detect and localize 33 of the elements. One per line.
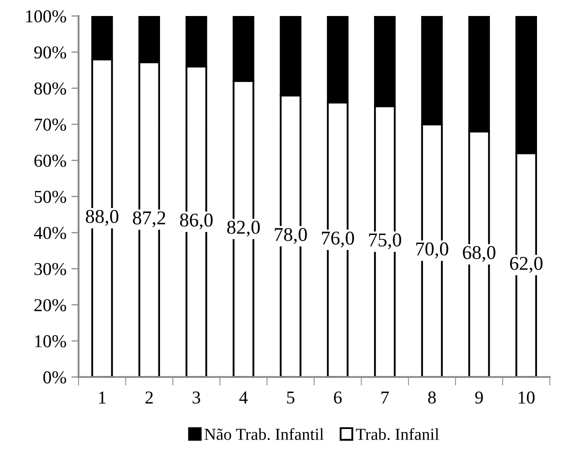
data-label: 86,0 [180, 214, 213, 230]
data-label: 76,0 [322, 232, 354, 248]
data-label: 87,2 [132, 211, 166, 228]
x-tick-label: 1 [99, 392, 106, 404]
x-tick-label: 8 [428, 391, 436, 404]
y-tick-label: 50% [34, 190, 66, 204]
x-tick-label: 6 [334, 391, 342, 404]
y-tick-label: 70% [34, 118, 66, 131]
y-tick-label: 60% [34, 154, 66, 167]
y-tick-label: 90% [34, 46, 66, 59]
data-label: 78,0 [274, 228, 307, 244]
x-tick-label: 2 [146, 391, 153, 404]
x-tick-label: 5 [287, 392, 294, 404]
y-tick-label: 100% [26, 10, 66, 22]
data-label: 70,0 [416, 242, 448, 258]
data-label: 88,0 [86, 210, 118, 226]
x-tick-label: 4 [239, 392, 248, 404]
data-label: 68,0 [462, 246, 496, 262]
data-label: 75,0 [369, 233, 402, 250]
y-tick-label: 80% [34, 82, 66, 95]
x-tick-label: 9 [475, 391, 483, 404]
y-tick-label: 10% [35, 335, 66, 348]
y-tick-label: 30% [34, 262, 66, 276]
x-tick-label: 7 [382, 392, 389, 404]
x-tick-label: 10 [518, 391, 535, 404]
legend-label: Não Trab. Infantil [204, 428, 324, 440]
y-tick-label: 20% [34, 299, 66, 312]
data-label: 82,0 [227, 220, 260, 237]
y-tick-label: 0% [43, 371, 66, 384]
data-label: 62,0 [510, 256, 542, 273]
legend-label: Trab. Infanil [356, 428, 439, 440]
x-tick-label: 3 [192, 391, 200, 404]
y-tick-label: 40% [34, 226, 66, 240]
